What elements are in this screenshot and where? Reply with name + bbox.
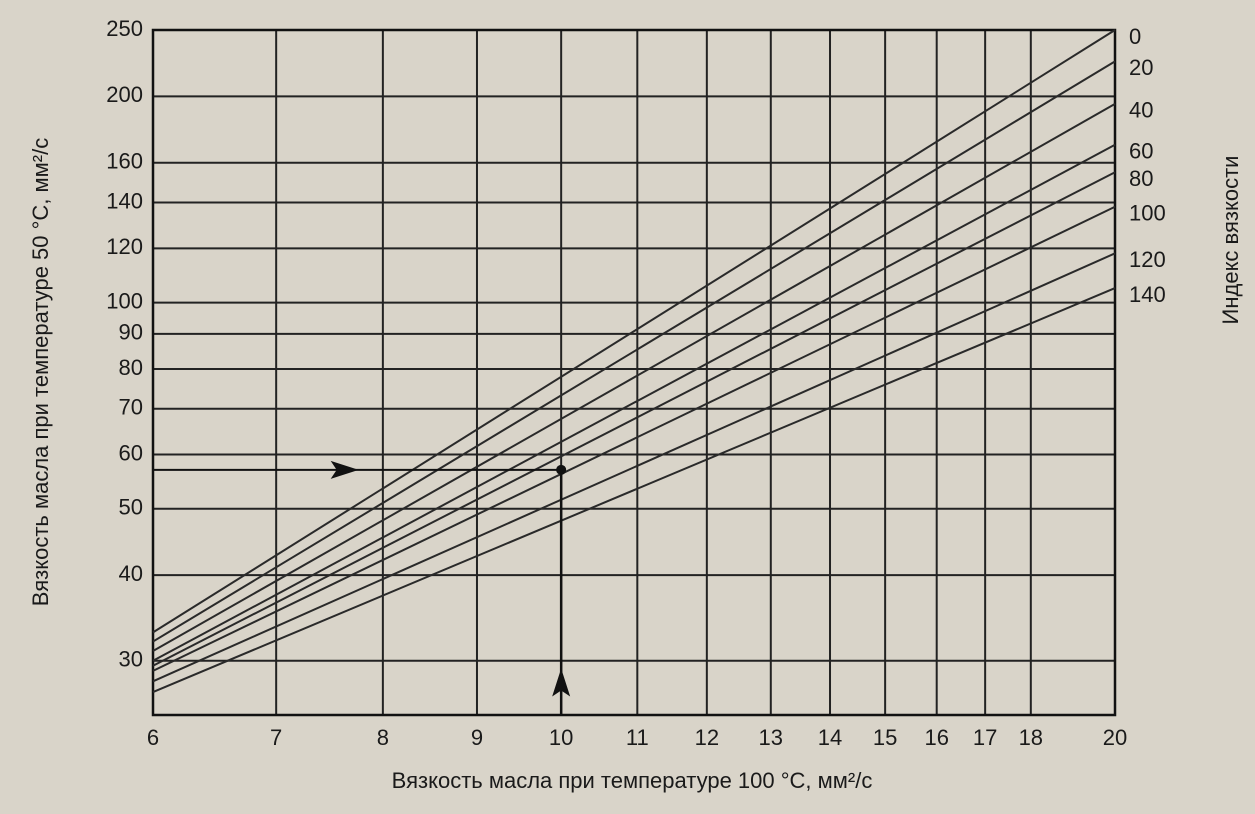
x-tick-label: 10 [549,725,573,750]
x-tick-label: 9 [471,725,483,750]
x-axis-label: Вязкость масла при температуре 100 °С, м… [392,768,873,793]
y-tick-label: 250 [106,16,143,41]
y-tick-label: 120 [106,234,143,259]
y-tick-label: 100 [106,288,143,313]
y-axis-label: Вязкость масла при температуре 50 °С, мм… [28,138,53,606]
x-tick-label: 6 [147,725,159,750]
y-tick-label: 40 [119,561,143,586]
arrow [330,460,359,479]
line-label: 120 [1129,247,1166,272]
viscosity-index-line [152,103,1116,652]
line-label: 100 [1129,201,1166,226]
example-point [556,464,567,475]
arrow [552,668,571,697]
y-tick-label: 70 [119,395,143,420]
line-label: 80 [1129,166,1153,191]
line-label: 0 [1129,24,1141,49]
viscosity-index-line [152,252,1116,683]
y-tick-label: 160 [106,149,143,174]
y-tick-label: 200 [106,82,143,107]
x-tick-label: 15 [873,725,897,750]
y-tick-label: 80 [119,355,143,380]
x-tick-label: 7 [270,725,282,750]
y-tick-label: 30 [119,647,143,672]
x-tick-label: 17 [973,725,997,750]
y2-axis-label: Индекс вязкости [1218,156,1243,325]
y-tick-label: 140 [106,188,143,213]
x-tick-label: 8 [377,725,389,750]
x-tick-label: 18 [1019,725,1043,750]
viscosity-index-line [152,143,1116,662]
line-label: 40 [1129,98,1153,123]
viscosity-index-line [152,29,1116,634]
viscosity-index-line [152,60,1116,643]
y-tick-label: 60 [119,440,143,465]
x-tick-label: 14 [818,725,842,750]
line-label: 60 [1129,139,1153,164]
x-tick-label: 12 [695,725,719,750]
plot-frame [151,28,1117,717]
viscosity-index-line [152,287,1116,694]
x-tick-label: 20 [1103,725,1127,750]
line-label: 140 [1129,282,1166,307]
y-tick-label: 90 [119,320,143,345]
x-tick-label: 11 [626,725,649,750]
y-tick-label: 50 [119,495,143,520]
line-label: 20 [1129,55,1153,80]
viscosity-index-line [152,205,1116,672]
x-tick-label: 16 [924,725,948,750]
viscosity-index-line [152,171,1116,667]
x-tick-label: 13 [759,725,783,750]
